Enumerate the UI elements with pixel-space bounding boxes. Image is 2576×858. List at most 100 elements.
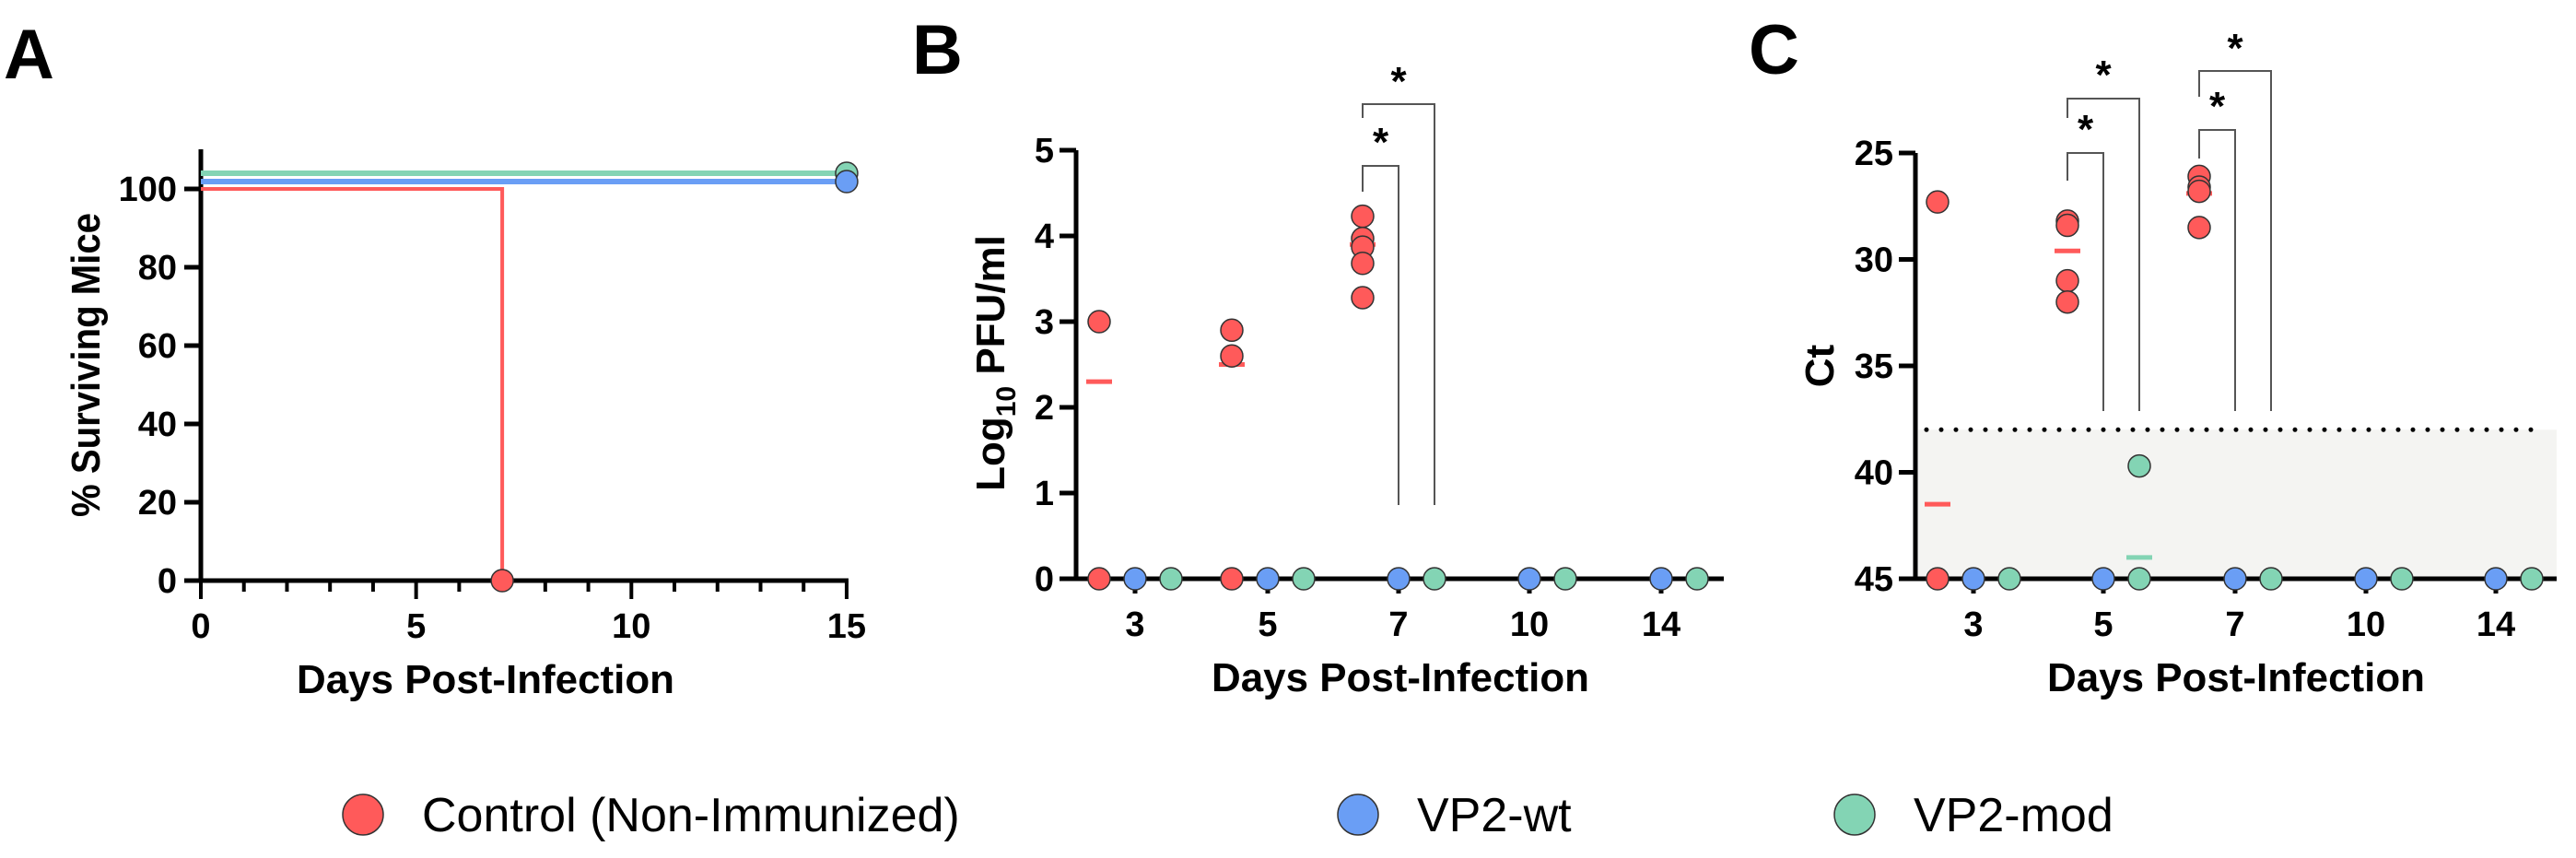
y-tick-label: 5 — [1035, 132, 1054, 170]
data-point — [1926, 567, 1950, 591]
significance-star: * — [2095, 53, 2112, 98]
data-point — [1926, 190, 1950, 214]
significance-bracket — [1362, 165, 1399, 505]
panel-label: C — [1749, 11, 1799, 89]
significance-star: * — [2078, 107, 2094, 152]
data-point — [2055, 213, 2079, 238]
significance-bracket — [2198, 70, 2272, 411]
x-tick-label: 10 — [1510, 605, 1549, 644]
data-point — [1517, 567, 1541, 591]
data-point — [1553, 567, 1577, 591]
significance-bracket — [2067, 98, 2140, 411]
y-tick-label: 4 — [1035, 217, 1054, 256]
data-point — [1387, 567, 1411, 591]
data-point — [1961, 567, 1985, 591]
data-point — [1220, 344, 1244, 368]
x-tick-label: 14 — [2476, 605, 2515, 644]
significance-star: * — [1373, 120, 1389, 165]
y-axis-title-rest: PFU/ml — [968, 235, 1013, 386]
x-tick-label: 7 — [1388, 605, 1408, 644]
x-tick-label: 5 — [1258, 605, 1277, 644]
x-tick-label: 3 — [1125, 605, 1144, 644]
data-point — [2187, 216, 2211, 240]
data-point — [2259, 567, 2283, 591]
panel-label: B — [912, 11, 963, 89]
y-tick-label: 35 — [1855, 347, 1893, 386]
legend: Control (Non-Immunized) VP2-wt VP2-mod — [342, 789, 2113, 842]
y-tick-label: 0 — [158, 562, 177, 601]
data-point — [2484, 567, 2508, 591]
significance-star: * — [1390, 59, 1407, 104]
y-tick-label: 20 — [138, 484, 177, 523]
data-point — [1351, 204, 1375, 229]
panel-a: A % Surviving Mice Days Post-Infection 0 20 4… — [4, 16, 866, 702]
y-tick-label: 40 — [1855, 454, 1893, 493]
x-tick-label: 7 — [2225, 605, 2244, 644]
data-point — [1351, 252, 1375, 276]
legend-item: VP2-wt — [1337, 789, 1572, 842]
data-point — [1220, 567, 1244, 591]
data-point — [1256, 567, 1280, 591]
y-tick-label: 0 — [1035, 560, 1054, 599]
x-tick-label: 0 — [191, 607, 210, 646]
y-axis-title: % Surviving Mice — [64, 213, 109, 517]
x-tick-label: 10 — [612, 607, 650, 646]
legend-label: VP2-mod — [1914, 789, 2113, 842]
legend-label: VP2-wt — [1417, 789, 1572, 842]
significance-bracket — [1362, 103, 1435, 505]
data-point — [1123, 567, 1147, 591]
significance-bracket — [2198, 129, 2236, 411]
significance-star: * — [2227, 26, 2243, 71]
below-detection-region — [1918, 429, 2557, 579]
y-axis-title: Ct — [1797, 344, 1843, 387]
x-axis-title: Days Post-Infection — [2047, 655, 2425, 700]
data-point — [1292, 567, 1316, 591]
data-point — [1087, 567, 1111, 591]
x-tick-label: 5 — [406, 607, 426, 646]
x-tick-label: 3 — [1963, 605, 1983, 644]
survival-end-marker — [490, 569, 514, 593]
significance-star: * — [2209, 84, 2226, 129]
data-point — [2127, 567, 2151, 591]
survival-line-control-non-immunized- — [201, 187, 505, 581]
data-point — [2187, 179, 2211, 204]
data-point — [1351, 286, 1375, 310]
y-tick-label: 2 — [1035, 389, 1054, 428]
data-point — [1220, 318, 1244, 343]
y-tick-label: 45 — [1855, 560, 1893, 599]
y-tick-label: 60 — [138, 327, 177, 366]
data-point — [1159, 567, 1183, 591]
data-point — [2055, 289, 2079, 314]
legend-item: VP2-mod — [1833, 789, 2113, 842]
data-point — [1997, 567, 2021, 591]
legend-marker — [342, 793, 384, 836]
legend-label: Control (Non-Immunized) — [422, 789, 960, 842]
y-tick-label: 80 — [138, 249, 177, 288]
data-point — [2055, 268, 2079, 293]
data-point — [1649, 567, 1673, 591]
data-point — [1423, 567, 1446, 591]
data-point — [2390, 567, 2414, 591]
x-tick-label: 15 — [827, 607, 866, 646]
significance-bracket — [2067, 152, 2104, 411]
y-tick-label: 30 — [1855, 241, 1893, 280]
data-point — [2091, 567, 2115, 591]
data-point — [1685, 567, 1709, 591]
data-point — [2223, 567, 2247, 591]
legend-marker — [1337, 793, 1379, 836]
y-axis-title-subscript: 10 — [991, 386, 1022, 417]
y-tick-label: 25 — [1855, 135, 1893, 173]
data-point — [2127, 453, 2151, 478]
y-axis-title-main: Log — [968, 417, 1013, 491]
data-point — [2354, 567, 2378, 591]
y-tick-label: 40 — [138, 405, 177, 444]
legend-item: Control (Non-Immunized) — [342, 789, 960, 842]
data-point — [2520, 567, 2544, 591]
x-axis-title: Days Post-Infection — [297, 657, 674, 702]
survival-end-marker — [835, 170, 859, 194]
x-tick-label: 14 — [1642, 605, 1680, 644]
x-tick-label: 10 — [2347, 605, 2385, 644]
